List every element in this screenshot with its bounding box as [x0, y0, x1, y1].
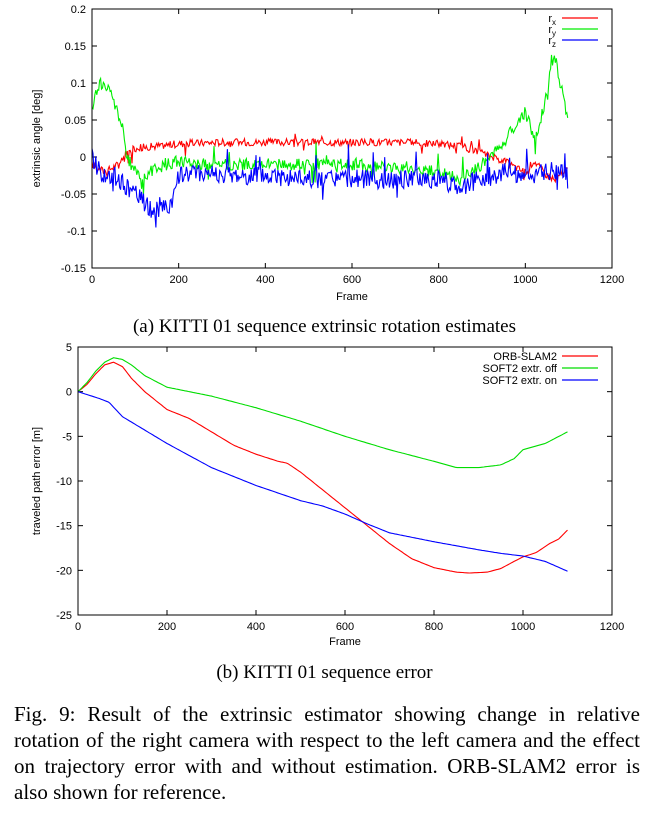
- series-line-orb-slam2: [77, 361, 568, 574]
- series-line-soft2-extr-off: [77, 357, 568, 469]
- y-tick-label: 0.1: [71, 78, 86, 90]
- series-line-soft2-extr-on: [77, 391, 568, 572]
- x-tick-label: 400: [256, 274, 274, 286]
- x-tick-label: 0: [75, 621, 81, 633]
- y-tick-label: -10: [56, 476, 72, 488]
- x-axis-label: Frame: [329, 636, 361, 648]
- y-axis-label: extrinsic angle [deg]: [31, 90, 43, 188]
- y-tick-label: 0: [66, 387, 72, 399]
- x-tick-label: 400: [247, 621, 265, 633]
- chart-extrinsic-rotation: 0 200 400 600 800 1000 1200 -0.15 -0.1 -0.05 0 0.05…: [31, 4, 624, 303]
- y-tick-label: 5: [66, 342, 72, 354]
- legend-label: rz: [548, 35, 556, 49]
- legend-label: ry: [548, 24, 556, 38]
- x-tick-label: 1200: [600, 621, 624, 633]
- y-tick-label: -0.15: [61, 263, 86, 275]
- y-tick-label: -5: [62, 431, 72, 443]
- y-tick-label: 0.2: [71, 4, 86, 16]
- legend-label: ORB-SLAM2: [493, 351, 557, 363]
- x-tick-label: 800: [429, 274, 447, 286]
- figure-caption: Fig. 9: Result of the extrinsic estimato…: [14, 702, 640, 804]
- chart-path-error: 0 200 400 600 800 1000 1200 -25 -20 -15 -10 -5 0 5 Fra…: [31, 342, 624, 648]
- x-tick-label: 1200: [600, 274, 624, 286]
- y-tick-label: 0.15: [65, 41, 86, 53]
- subcaption-b: (b) KITTI 01 sequence error: [216, 662, 433, 683]
- y-tick-label: 0.05: [65, 115, 86, 127]
- x-tick-label: 1000: [513, 274, 537, 286]
- plot-frame: [91, 8, 613, 269]
- y-tick-label: -0.05: [61, 189, 86, 201]
- legend-label: SOFT2 extr. off: [483, 363, 558, 375]
- legend-label: rx: [548, 13, 556, 27]
- y-axis-label: traveled path error [m]: [31, 427, 43, 535]
- y-tick-label: -25: [56, 610, 72, 622]
- series-line-x: [91, 133, 568, 184]
- legend-label: SOFT2 extr. on: [482, 375, 557, 387]
- plot-frame: [77, 346, 613, 616]
- x-tick-label: 200: [169, 274, 187, 286]
- subcaption-a: (a) KITTI 01 sequence extrinsic rotation…: [132, 316, 517, 337]
- series-line-y: [91, 54, 569, 195]
- x-tick-label: 600: [343, 274, 361, 286]
- x-tick-label: 800: [425, 621, 443, 633]
- x-axis-label: Frame: [336, 291, 368, 303]
- y-tick-label: -15: [56, 521, 72, 533]
- y-tick-label: -20: [56, 565, 72, 577]
- x-tick-label: 200: [158, 621, 176, 633]
- series-line-z: [91, 144, 569, 228]
- y-tick-label: 0: [80, 152, 86, 164]
- x-tick-label: 0: [89, 274, 95, 286]
- y-tick-label: -0.1: [67, 226, 86, 238]
- x-tick-label: 600: [336, 621, 354, 633]
- x-tick-label: 1000: [511, 621, 535, 633]
